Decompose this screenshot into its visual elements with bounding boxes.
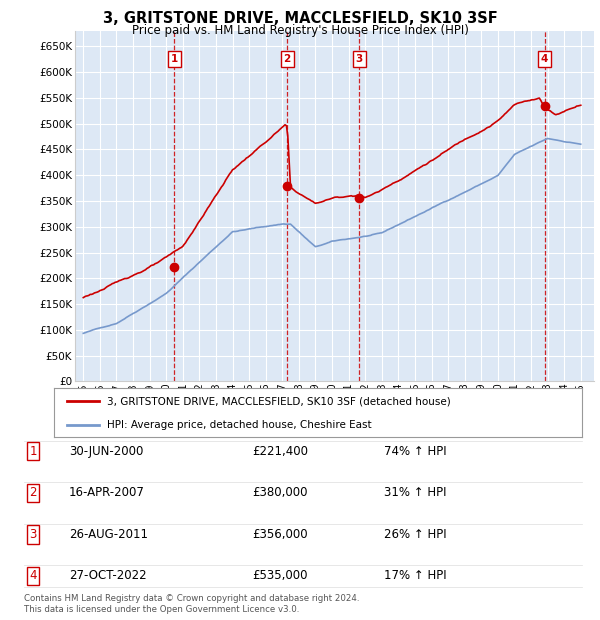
- Text: 30-JUN-2000: 30-JUN-2000: [69, 445, 143, 458]
- Text: 27-OCT-2022: 27-OCT-2022: [69, 570, 146, 582]
- Text: 3: 3: [356, 55, 363, 64]
- Text: 3, GRITSTONE DRIVE, MACCLESFIELD, SK10 3SF: 3, GRITSTONE DRIVE, MACCLESFIELD, SK10 3…: [103, 11, 497, 26]
- Text: 31% ↑ HPI: 31% ↑ HPI: [384, 487, 446, 499]
- Text: 4: 4: [29, 570, 37, 582]
- Text: 3: 3: [29, 528, 37, 541]
- Text: 16-APR-2007: 16-APR-2007: [69, 487, 145, 499]
- Text: £221,400: £221,400: [252, 445, 308, 458]
- Text: 4: 4: [541, 55, 548, 64]
- Text: 74% ↑ HPI: 74% ↑ HPI: [384, 445, 446, 458]
- Text: £535,000: £535,000: [252, 570, 308, 582]
- Text: 2: 2: [283, 55, 291, 64]
- Text: 3, GRITSTONE DRIVE, MACCLESFIELD, SK10 3SF (detached house): 3, GRITSTONE DRIVE, MACCLESFIELD, SK10 3…: [107, 396, 451, 406]
- Text: 1: 1: [29, 445, 37, 458]
- Text: 26% ↑ HPI: 26% ↑ HPI: [384, 528, 446, 541]
- Text: £356,000: £356,000: [252, 528, 308, 541]
- Text: HPI: Average price, detached house, Cheshire East: HPI: Average price, detached house, Ches…: [107, 420, 371, 430]
- Text: 1: 1: [171, 55, 178, 64]
- Text: 17% ↑ HPI: 17% ↑ HPI: [384, 570, 446, 582]
- Text: Price paid vs. HM Land Registry's House Price Index (HPI): Price paid vs. HM Land Registry's House …: [131, 24, 469, 37]
- Text: Contains HM Land Registry data © Crown copyright and database right 2024.: Contains HM Land Registry data © Crown c…: [24, 594, 359, 603]
- Text: This data is licensed under the Open Government Licence v3.0.: This data is licensed under the Open Gov…: [24, 605, 299, 614]
- Text: 2: 2: [29, 487, 37, 499]
- Text: £380,000: £380,000: [252, 487, 308, 499]
- Text: 26-AUG-2011: 26-AUG-2011: [69, 528, 148, 541]
